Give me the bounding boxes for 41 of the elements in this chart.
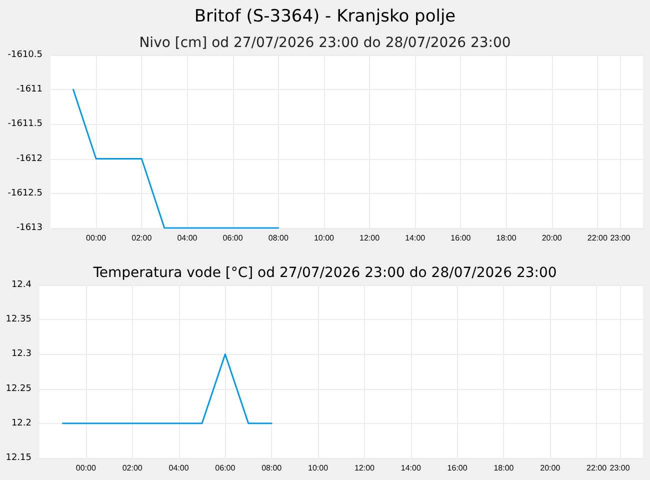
x-tick-label: 20:00 xyxy=(540,464,561,472)
x-tick-label: 12:00 xyxy=(360,234,380,242)
chart-title: Temperatura vode [°C] od 27/07/2026 23:00 do 28/07/2026 23:00 xyxy=(92,265,557,281)
x-tick-label: 12:00 xyxy=(354,464,376,472)
x-tick-label: 22:00 xyxy=(586,464,608,472)
x-tick-label: 04:00 xyxy=(168,464,190,472)
y-tick-label: -1613 xyxy=(16,223,42,233)
chart-subtitle: Nivo [cm] od 27/07/2026 23:00 do 28/07/2026 23:00 xyxy=(139,35,511,51)
y-tick-label: 12.3 xyxy=(11,349,32,360)
y-tick-label: -1611.5 xyxy=(8,119,42,130)
y-tick-label: 12.25 xyxy=(6,384,32,394)
x-tick-label: 00:00 xyxy=(86,234,107,242)
x-tick-label: 08:00 xyxy=(268,234,289,242)
x-tick-label: 18:00 xyxy=(494,464,514,472)
x-tick-label: 02:00 xyxy=(132,234,152,242)
x-tick-label: 16:00 xyxy=(450,234,472,242)
x-tick-label: 20:00 xyxy=(542,234,562,242)
y-tick-label: 12.4 xyxy=(11,280,32,290)
y-tick-label: 12.2 xyxy=(11,418,32,428)
x-tick-label: 23:00 xyxy=(610,234,631,242)
chart-title: Britof (S-3364) - Kranjsko polje xyxy=(194,6,456,26)
x-tick-label: 08:00 xyxy=(262,464,282,472)
y-tick-label: 12.35 xyxy=(6,314,32,325)
y-tick-label: -1612.5 xyxy=(8,188,42,198)
y-tick-label: 12.15 xyxy=(6,453,32,463)
x-tick-label: 23:00 xyxy=(610,464,630,472)
x-tick-label: 14:00 xyxy=(405,234,426,242)
x-tick-label: 10:00 xyxy=(308,464,329,472)
x-tick-label: 02:00 xyxy=(122,464,143,472)
x-tick-label: 16:00 xyxy=(447,464,468,472)
x-tick-label: 04:00 xyxy=(177,234,198,242)
x-tick-label: 00:00 xyxy=(76,464,96,472)
x-tick-label: 18:00 xyxy=(496,234,517,242)
x-tick-label: 06:00 xyxy=(215,464,236,472)
y-tick-label: -1612 xyxy=(16,154,42,164)
x-tick-label: 06:00 xyxy=(222,234,244,242)
x-tick-label: 22:00 xyxy=(587,234,608,242)
y-tick-label: -1611 xyxy=(16,84,42,95)
x-tick-label: 14:00 xyxy=(400,464,422,472)
y-tick-label: -1610.5 xyxy=(8,50,42,60)
x-tick-label: 10:00 xyxy=(314,234,335,242)
